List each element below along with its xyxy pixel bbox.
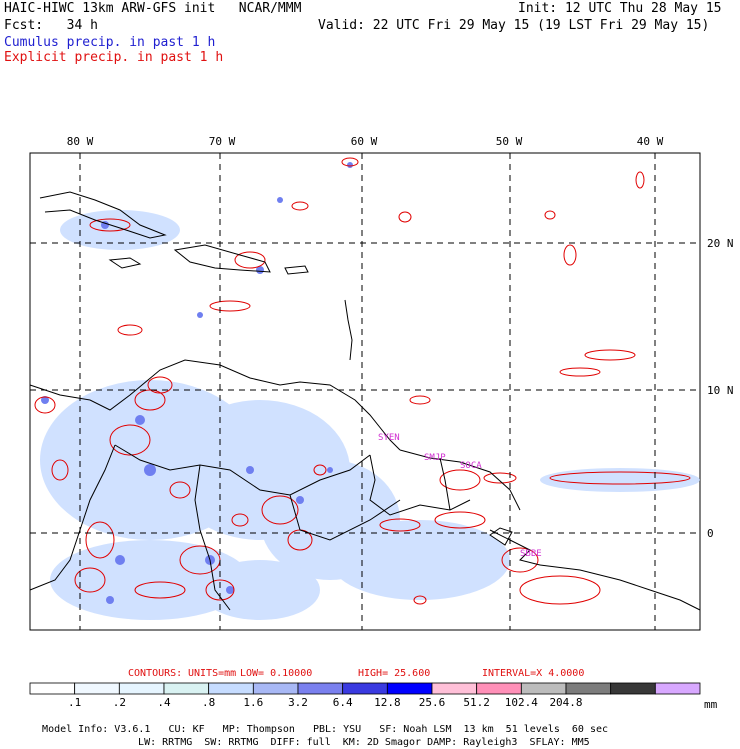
colorbar-swatch (118, 682, 165, 695)
graticule (30, 153, 700, 630)
lon-label: 40 W (637, 135, 664, 148)
colorbar-tick-label: 51.2 (463, 696, 490, 709)
lon-label: 50 W (496, 135, 523, 148)
diff-scheme: DIFF: full (270, 737, 331, 748)
model-info-line2: LW: RRTMG SW: RRTMG DIFF: full KM: 2D Sm… (126, 725, 590, 749)
colorbar-tick-label: .1 (68, 696, 81, 709)
lon-label: 80 W (67, 135, 94, 148)
colorbar-tick-label: 3.2 (288, 696, 308, 709)
model-info-line1: Model Info: V3.6.1 CU: KF MP: Thompson P… (30, 712, 608, 736)
contours-label: CONTOURS: (128, 668, 182, 679)
resolution: 13 km (463, 724, 494, 735)
low-label: LOW= 0.10000 (240, 668, 312, 679)
mp-scheme: MP: Thompson (222, 724, 295, 735)
cumulus-precip-intense (41, 162, 353, 604)
damp-scheme: DAMP: Rayleigh3 (427, 737, 518, 748)
timestep: 60 sec (571, 724, 609, 735)
station-label: SBBE (520, 549, 542, 559)
init-time: Init: 12 UTC Thu 28 May 15 (518, 1, 722, 16)
colorbar-swatch (342, 682, 388, 695)
lon-label: 60 W (351, 135, 378, 148)
sf-scheme: SF: Noah LSM (379, 724, 452, 735)
contour-info: CONTOURS: UNITS=mm LOW= 0.10000 HIGH= 25… (128, 668, 584, 679)
station-label: SYEN (378, 433, 400, 443)
longitude-labels: 80 W 70 W 60 W 50 W 40 W (67, 135, 664, 148)
colorbar-unit: mm (704, 698, 718, 711)
cumulus-precip-field (40, 210, 700, 620)
colorbar-swatch (386, 682, 433, 695)
colorbar-tick-label: 12.8 (374, 696, 401, 709)
cu-scheme: CU: KF (168, 724, 205, 735)
lat-label: 0 (707, 527, 714, 540)
colorbar-tick-label: .4 (157, 696, 171, 709)
colorbar-swatch (654, 682, 701, 695)
units-label: UNITS=mm (188, 668, 236, 679)
high-label: HIGH= 25.600 (358, 668, 430, 679)
station-labels: SYEN SMJP SOCA SBBE (378, 433, 542, 559)
km-scheme: KM: 2D Smagor (342, 737, 422, 748)
colorbar-swatch (297, 682, 344, 695)
interval-label: INTERVAL=X 4.0000 (482, 668, 584, 679)
colorbar-swatch (565, 682, 612, 695)
colorbar-swatch (610, 682, 656, 695)
colorbar-swatch (74, 682, 120, 695)
pbl-scheme: PBL: YSU (312, 724, 362, 735)
lat-label: 20 N (707, 237, 734, 250)
colorbar-swatch (29, 682, 76, 695)
model-title: HAIC-HIWC 13km ARW-GFS init NCAR/MMM (4, 1, 302, 16)
colorbar-swatch (520, 682, 567, 695)
colorbar-tick-label: 25.6 (419, 696, 446, 709)
sflay-scheme: SFLAY: MM5 (529, 737, 590, 748)
colorbar-tick-label: .2 (113, 696, 126, 709)
legend-explicit: Explicit precip. in past 1 h (4, 50, 224, 65)
colorbar-swatch (252, 682, 299, 695)
colorbar-swatch (208, 682, 254, 695)
colorbar-tick-label: .8 (202, 696, 215, 709)
model-version: Model Info: V3.6.1 (42, 724, 151, 735)
colorbar-swatch (163, 682, 210, 695)
lon-label: 70 W (209, 135, 236, 148)
sw-scheme: SW: RRTMG (204, 737, 259, 748)
latitude-labels: 20 N 10 N 0 (707, 237, 734, 540)
colorbar-tick-labels: .1 .2 .4 .8 1.6 3.2 6.4 12.8 25.6 51.2 102.4 204.8 (68, 696, 583, 709)
colorbar-tick-label: 102.4 (505, 696, 538, 709)
colorbar (29, 682, 701, 695)
levels: 51 levels (505, 724, 560, 735)
lw-scheme: LW: RRTMG (138, 737, 193, 748)
explicit-precip-contours (34, 157, 691, 605)
colorbar-swatch (476, 682, 522, 695)
valid-time: Valid: 22 UTC Fri 29 May 15 (19 LST Fri … (318, 18, 710, 33)
forecast-hour: Fcst: 34 h (4, 18, 98, 33)
colorbar-tick-label: 6.4 (333, 696, 353, 709)
colorbar-tick-label: 1.6 (243, 696, 263, 709)
station-label: SMJP (424, 453, 446, 463)
station-label: SOCA (460, 461, 482, 471)
colorbar-swatch (431, 682, 478, 695)
lat-label: 10 N (707, 384, 734, 397)
legend-cumulus: Cumulus precip. in past 1 h (4, 35, 216, 50)
colorbar-tick-label: 204.8 (549, 696, 582, 709)
